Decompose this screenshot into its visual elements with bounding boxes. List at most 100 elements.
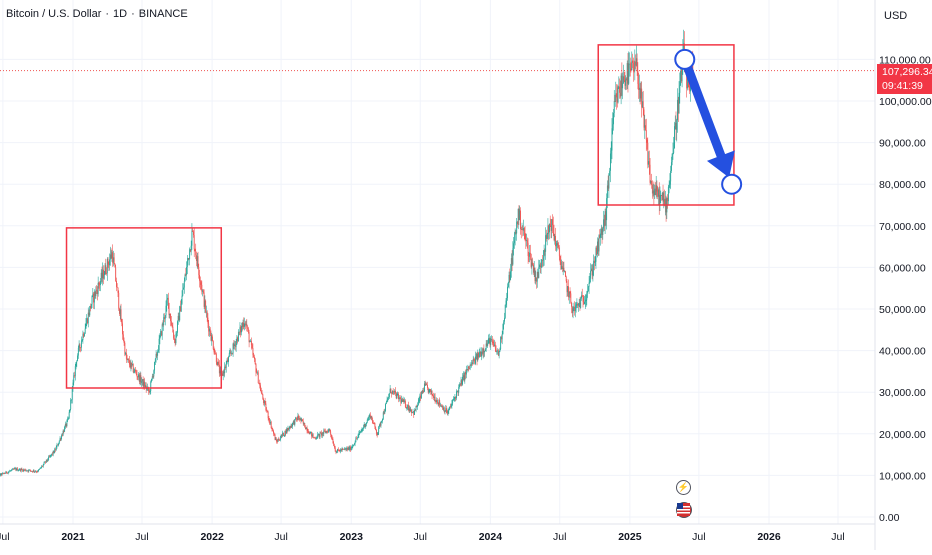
candle-body: [338, 449, 339, 450]
candle-body: [69, 412, 70, 418]
candle-body: [172, 327, 173, 333]
candle-body: [454, 399, 455, 400]
candle-body: [671, 162, 672, 171]
candle-body: [276, 439, 277, 441]
candle-body: [649, 161, 650, 165]
candle-body: [262, 393, 263, 395]
candle-body: [507, 287, 508, 298]
candle-body: [586, 293, 587, 300]
candle-body: [506, 298, 507, 300]
candle-body: [73, 375, 74, 382]
us-flag-icon[interactable]: [676, 502, 692, 518]
candle-body: [252, 348, 253, 355]
candle-body: [86, 324, 87, 329]
candle-body: [195, 249, 196, 251]
candle-body: [387, 398, 388, 399]
candle-body: [381, 422, 382, 426]
candle-body: [390, 389, 391, 393]
candle-body: [651, 181, 652, 185]
candle-body: [371, 416, 372, 420]
candle-body: [141, 381, 142, 382]
x-tick-label: Jul: [0, 531, 10, 543]
candle-body: [358, 433, 359, 435]
candle-body: [280, 438, 281, 440]
candle-body: [499, 352, 500, 356]
candle-body: [122, 324, 123, 335]
candle-body: [72, 388, 73, 399]
candle-body: [524, 228, 525, 234]
candle-body: [329, 429, 330, 431]
candle-body: [56, 447, 57, 450]
candle-body: [177, 321, 178, 332]
candle-body: [273, 431, 274, 434]
candle-body: [587, 291, 588, 293]
candle-body: [656, 185, 657, 191]
x-tick-label: Jul: [274, 531, 287, 543]
candle-body: [547, 234, 548, 239]
currency-label[interactable]: USD: [884, 10, 907, 22]
candle-body: [251, 341, 252, 345]
candle-body: [632, 61, 633, 63]
candle-body: [622, 83, 623, 88]
candle-body: [669, 185, 670, 187]
candle-body: [216, 354, 217, 362]
candle-body: [121, 309, 122, 321]
candle-body: [375, 427, 376, 430]
candle-body: [228, 357, 229, 362]
candle-body: [506, 301, 507, 305]
candle-body: [432, 391, 433, 396]
time-axis[interactable]: Jul2021Jul2022Jul2023Jul2024Jul2025Jul20…: [0, 531, 845, 543]
price-axis[interactable]: 0.0010,000.0020,000.0030,000.0040,000.00…: [879, 54, 932, 524]
candle-body: [114, 264, 115, 267]
candle-body: [644, 109, 645, 127]
candle-body: [170, 314, 171, 321]
candle-body: [381, 421, 382, 422]
y-tick-label: 70,000.00: [879, 221, 926, 233]
candle-body: [566, 277, 567, 281]
candle-body: [571, 303, 572, 307]
candle-body: [550, 224, 551, 226]
candle-body: [183, 288, 184, 290]
candle-body: [265, 401, 266, 404]
y-tick-label: 60,000.00: [879, 262, 926, 274]
candle-body: [214, 349, 215, 352]
candle-body: [274, 434, 275, 435]
candle-body: [553, 225, 554, 233]
candle-body: [505, 305, 506, 318]
x-tick-label: Jul: [135, 531, 148, 543]
candle-body: [405, 401, 406, 407]
x-tick-label: 2022: [200, 531, 224, 543]
candle-body: [108, 259, 109, 265]
candle-body: [613, 113, 614, 124]
candle-body: [376, 430, 377, 434]
candle-body: [351, 448, 352, 450]
candle-body: [628, 64, 629, 84]
candle-body: [193, 231, 194, 235]
candle-body: [495, 345, 496, 349]
candle-body: [643, 101, 644, 109]
candle-body: [445, 411, 446, 412]
candle-body: [316, 438, 317, 439]
candle-body: [490, 339, 491, 345]
candle-body: [331, 435, 332, 438]
candles: [0, 30, 875, 480]
last-price-value: 107,296.34: [882, 65, 932, 79]
candle-body: [418, 401, 419, 405]
candle-body: [185, 275, 186, 282]
candle-body: [174, 339, 175, 341]
title-separator: ·: [131, 8, 135, 20]
candle-body: [368, 420, 369, 421]
lightning-icon[interactable]: ⚡: [676, 480, 691, 495]
candle-body: [79, 344, 80, 347]
candle-body: [121, 322, 122, 324]
candle-body: [151, 379, 152, 382]
candle-body: [357, 437, 358, 438]
candle-body: [198, 256, 199, 267]
candle-body: [503, 322, 504, 325]
candle-body: [259, 384, 260, 386]
candle-body: [137, 374, 138, 377]
candle-body: [510, 271, 511, 279]
candle-body: [200, 281, 201, 283]
